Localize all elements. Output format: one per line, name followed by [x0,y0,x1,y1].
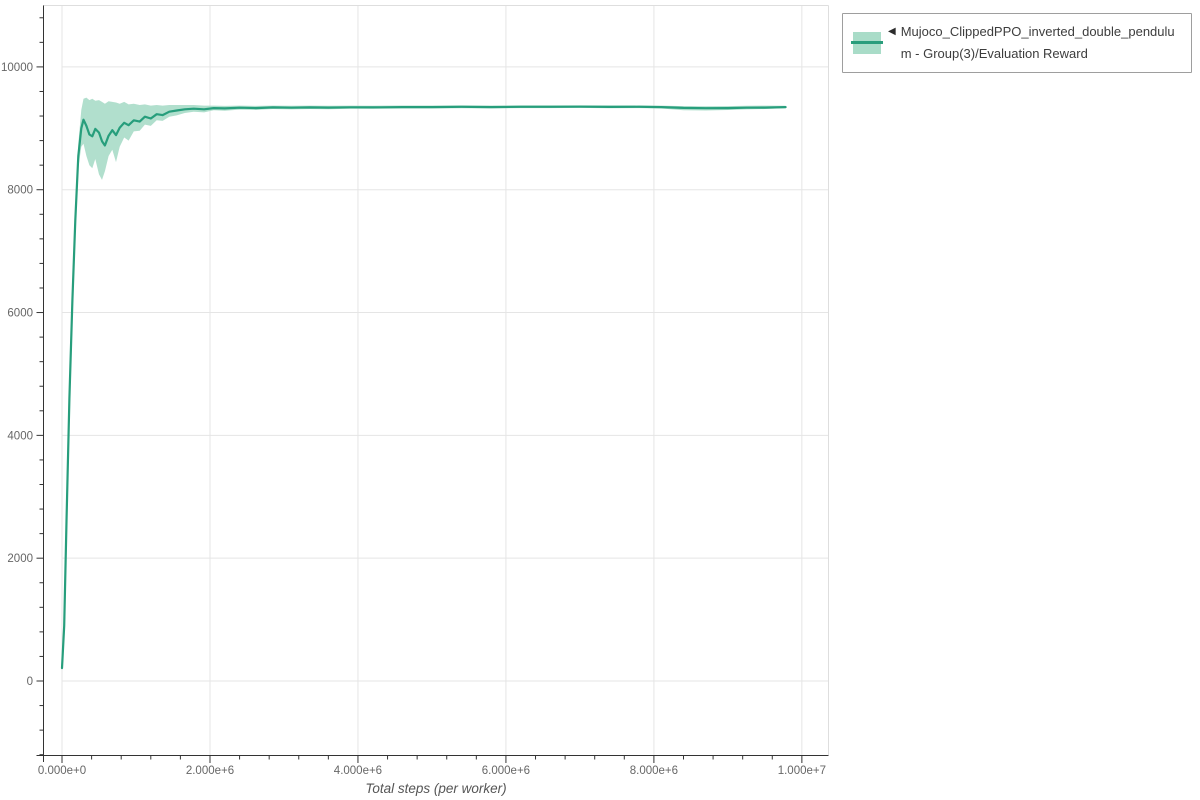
axes [36,5,829,763]
y-tick-label: 4000 [7,430,33,442]
y-tick-label: 2000 [7,553,33,565]
y-tick-label: 6000 [7,308,33,320]
x-tick-label: 2.000e+6 [186,765,234,777]
x-tick-label: 4.000e+6 [334,765,382,777]
legend-series-label: Mujoco_ClippedPPO_inverted_double_pendul… [900,24,1175,61]
x-tick-label: 8.000e+6 [630,765,678,777]
tick-labels: 0 2000 4000 6000 8000 10000 0.000e+0 2.000e+6 4.… [1,62,826,777]
x-tick-label: 6.000e+6 [482,765,530,777]
mean-line [60,105,787,670]
y-tick-label: 0 [27,676,33,688]
legend-box: ◀ Mujoco_ClippedPPO_inverted_double_pend… [842,13,1192,73]
collapse-arrow-icon: ◀ [888,26,896,37]
series [60,97,787,670]
y-tick-label: 8000 [7,185,33,197]
x-tick-label: 0.000e+0 [38,765,86,777]
y-tick-label: 10000 [1,62,33,74]
legend-item[interactable]: ◀ Mujoco_ClippedPPO_inverted_double_pend… [851,21,1181,65]
confidence-band [62,97,786,669]
series-swatch-icon [851,32,883,54]
grid [43,5,829,755]
x-axis-title: Total steps (per worker) [365,781,507,796]
x-tick-label: 1.000e+7 [778,765,826,777]
series-line-icon [851,41,883,44]
